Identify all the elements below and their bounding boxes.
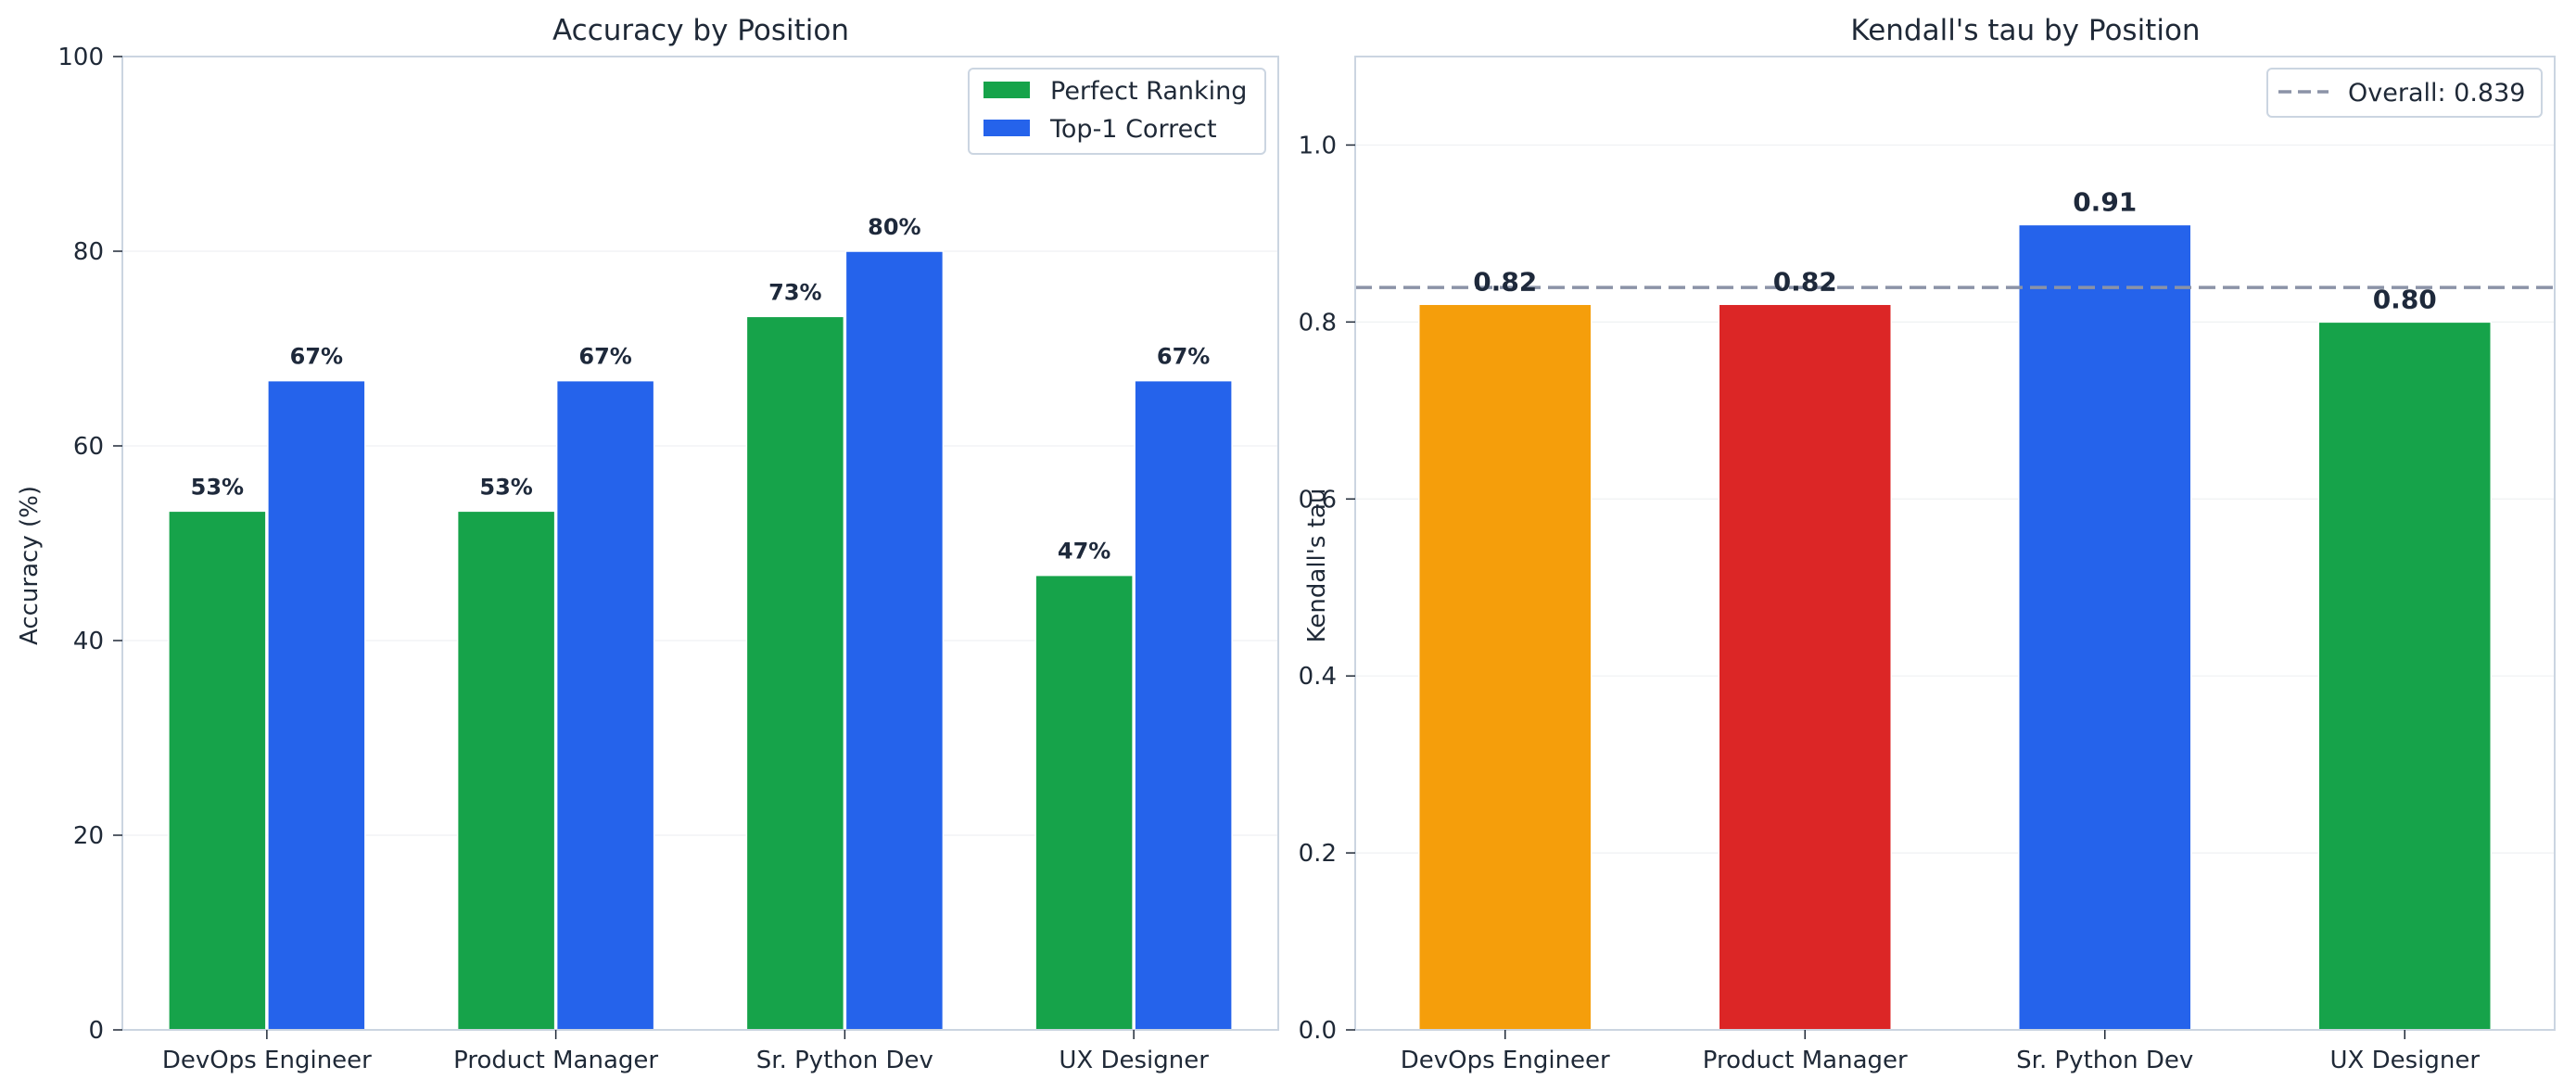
chart1-xtick-label: DevOps Engineer: [162, 1047, 372, 1074]
chart1-xtick-label: UX Designer: [1059, 1047, 1209, 1074]
chart1-ytick-label: 100: [57, 44, 104, 71]
bar-kendall-ux-designer: [2317, 321, 2492, 1031]
chart1-ytick-label: 20: [73, 822, 104, 850]
chart1-title: Accuracy by Position: [552, 14, 849, 47]
bar-kendall-sr-python-dev: [2018, 223, 2192, 1031]
legend-swatch-perfect-ranking: [983, 82, 1030, 98]
chart2-ytick-label: 0.6: [1299, 486, 1337, 514]
chart2-xtick-label: Sr. Python Dev: [2016, 1047, 2193, 1074]
chart1-ytick-label: 40: [73, 628, 104, 655]
data-label-kendall-sr-python-dev: 0.91: [2073, 186, 2137, 217]
chart2-ytick-label: 0.0: [1299, 1017, 1337, 1045]
chart2-xtick-label: UX Designer: [2329, 1047, 2480, 1074]
legend-label-perfect-ranking: Perfect Ranking: [1050, 77, 1247, 106]
bar-perfect-ranking-ux-designer: [1034, 574, 1134, 1031]
chart2-xtick-label: DevOps Engineer: [1401, 1047, 1610, 1074]
chart1-legend-box: [968, 68, 1266, 155]
bar-top-1-correct-sr-python-dev: [844, 250, 945, 1031]
chart2-data-labels: 0.82 0.82 0.91 0.80: [1473, 186, 2437, 314]
data-label-top-1-correct-product-manager: 67%: [578, 344, 631, 370]
legend-label-overall: Overall: 0.839: [2348, 79, 2525, 108]
bar-perfect-ranking-devops-engineer: [168, 510, 267, 1031]
data-label-kendall-ux-designer: 0.80: [2373, 284, 2437, 314]
chart1-y-ticks: 0 20 40 60 80 100: [57, 44, 122, 1045]
chart1-bars: [168, 250, 1233, 1031]
chart2-ylabel: Kendall's tau: [1303, 489, 1331, 643]
data-label-perfect-ranking-ux-designer: 47%: [1058, 539, 1110, 565]
chart1-xtick-label: Sr. Python Dev: [756, 1047, 933, 1074]
legend-label-top1-correct: Top-1 Correct: [1049, 115, 1217, 144]
data-label-perfect-ranking-product-manager: 53%: [479, 474, 532, 500]
chart1-ylabel: Accuracy (%): [16, 486, 44, 645]
chart2-y-ticks: 0.0 0.2 0.4 0.6 0.8 1.0: [1299, 132, 1355, 1045]
data-label-perfect-ranking-sr-python-dev: 73%: [768, 279, 821, 305]
chart2-x-ticks: DevOps Engineer Product Manager Sr. Python…: [1401, 1030, 2480, 1074]
chart2-bars: [1418, 223, 2492, 1031]
chart1-xtick-label: Product Manager: [453, 1047, 658, 1074]
chart1-ytick-label: 60: [73, 433, 104, 461]
chart1-legend: Perfect Ranking Top-1 Correct: [968, 68, 1266, 155]
accuracy-chart: Accuracy by Position Accuracy (%) 53% 67%…: [16, 14, 1279, 1074]
chart2-plot-frame: [1354, 56, 2556, 1031]
bar-kendall-product-manager: [1718, 303, 1892, 1031]
data-label-top-1-correct-devops-engineer: 67%: [290, 344, 343, 370]
chart2-ytick-label: 0.4: [1299, 663, 1337, 691]
bar-perfect-ranking-sr-python-dev: [745, 315, 845, 1031]
data-label-kendall-product-manager: 0.82: [1773, 266, 1837, 297]
chart1-x-ticks: DevOps Engineer Product Manager Sr. Python…: [162, 1030, 1209, 1074]
data-label-kendall-devops-engineer: 0.82: [1473, 266, 1537, 297]
chart2-ytick-label: 0.2: [1299, 840, 1337, 868]
bar-perfect-ranking-product-manager: [456, 510, 556, 1031]
chart1-ytick-label: 80: [73, 238, 104, 266]
chart2-ytick-label: 1.0: [1299, 132, 1337, 159]
bar-top-1-correct-ux-designer: [1134, 379, 1233, 1031]
chart2-legend: Overall: 0.839: [2266, 68, 2543, 118]
legend-swatch-top1-correct: [983, 120, 1030, 136]
chart2-title: Kendall's tau by Position: [1850, 14, 2200, 47]
bar-kendall-devops-engineer: [1418, 303, 1593, 1031]
chart2-ytick-label: 0.8: [1299, 309, 1337, 336]
chart2-xtick-label: Product Manager: [1703, 1047, 1908, 1074]
chart1-data-labels: 53% 67% 53% 67% 73% 80% 47% 67%: [191, 214, 1211, 565]
bar-top-1-correct-product-manager: [555, 379, 655, 1031]
kendall-chart: Kendall's tau by Position Kendall's tau …: [1299, 14, 2556, 1074]
chart2-legend-box: [2266, 68, 2543, 118]
bar-top-1-correct-devops-engineer: [267, 379, 366, 1031]
chart1-ytick-label: 0: [88, 1017, 104, 1045]
data-label-top-1-correct-sr-python-dev: 80%: [868, 214, 920, 240]
data-label-perfect-ranking-devops-engineer: 53%: [191, 474, 244, 500]
data-label-top-1-correct-ux-designer: 67%: [1157, 344, 1210, 370]
chart1-plot-frame: [121, 56, 1279, 1031]
